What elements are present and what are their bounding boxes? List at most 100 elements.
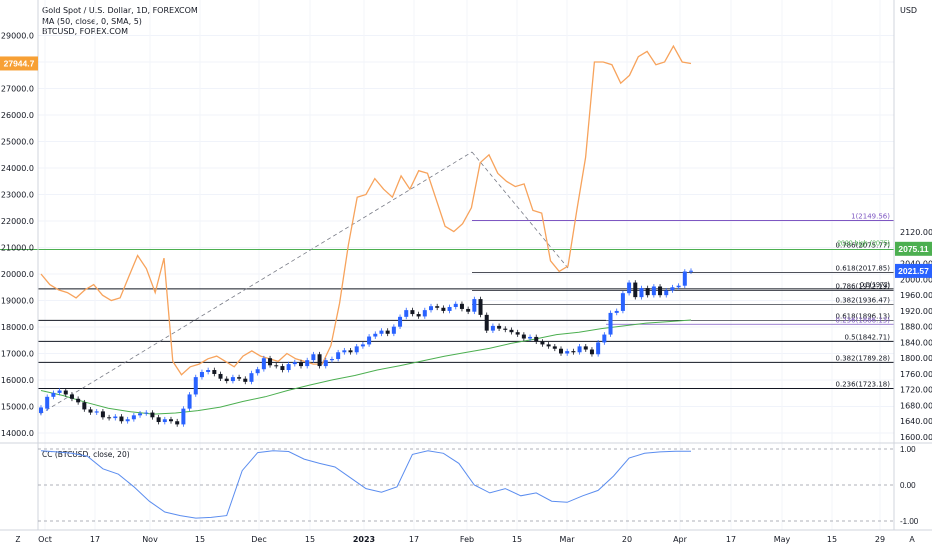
right-tick-label: 1960.00: [900, 291, 932, 300]
candle-body: [404, 310, 409, 317]
candle-body: [51, 392, 56, 397]
candle-body: [472, 299, 477, 312]
candle-body: [82, 402, 87, 410]
candle-body: [466, 308, 471, 312]
osc-label: CC (BTCUSD, close, 20): [42, 450, 130, 459]
right-tick-label: 1600.00: [900, 433, 932, 442]
candle-body: [435, 306, 440, 308]
candle-body: [261, 358, 266, 370]
fib-level-label: 0.236(1886.13): [836, 316, 891, 324]
candle-body: [100, 411, 105, 418]
legend-btc[interactable]: BTCUSD, FOREX.COM: [42, 27, 128, 36]
btc-last-badge: 27944.7: [4, 58, 35, 68]
candle-body: [627, 282, 632, 294]
gold-last-badge-bg: [895, 263, 932, 278]
left-tick-label: 26000.0: [1, 111, 34, 120]
candle-body: [490, 325, 495, 331]
candle-body: [453, 303, 458, 307]
candle-body: [199, 371, 204, 378]
x-tick-label: 29: [875, 535, 885, 544]
chart-legend: Gold Spot / U.S. Dollar, 1D, FOREXCOM MA…: [42, 6, 198, 38]
candle-body: [138, 413, 143, 416]
osc-tick-label: 0.00: [900, 481, 916, 490]
candle-body: [94, 411, 99, 413]
candle-body: [187, 394, 192, 409]
candle-body: [243, 378, 248, 382]
candle-body: [373, 333, 378, 337]
candle-body: [503, 328, 508, 330]
candle-body: [478, 299, 483, 315]
x-tick-label: 20: [622, 535, 632, 544]
fib-level-label: 0.618(2017.85): [836, 264, 891, 272]
candle-body: [280, 366, 285, 371]
candle-body: [398, 316, 403, 327]
legend-symbol[interactable]: Gold Spot / U.S. Dollar, 1D, FOREXCOM: [42, 6, 198, 15]
cc-line: [40, 450, 691, 519]
candle-body: [589, 349, 594, 355]
left-tick-label: 27000.0: [1, 85, 34, 94]
candle-body: [571, 351, 576, 353]
right-tick-label: 1920.00: [900, 307, 932, 316]
left-tick-label: 17000.0: [1, 350, 34, 359]
btc-series: [40, 44, 692, 376]
candle-body: [286, 364, 291, 371]
x-tick-label: 17: [726, 535, 736, 544]
fib-level-label: 0.786(1972.19): [836, 282, 891, 290]
candle-body: [119, 416, 124, 422]
price-badges: 27944.7 2075.11 2021.57: [0, 56, 932, 278]
candle-body: [379, 330, 384, 334]
fib-levels: 1(2149.56) 0.786(2075.77) 0.618(2017.85) 0.…: [0, 212, 894, 389]
x-tick-label: 17: [409, 535, 419, 544]
candle-body: [410, 310, 415, 315]
left-tick-label: 23000.0: [1, 191, 34, 200]
x-tick-label: Mar: [559, 535, 575, 544]
ma-line: [40, 319, 692, 415]
candle-body: [602, 334, 607, 343]
candle-body: [416, 314, 421, 317]
osc-tick-label: 1.00: [900, 445, 916, 454]
candle-body: [311, 354, 316, 361]
left-tick-label: 24000.0: [1, 164, 34, 173]
level-2020-label: 2020 high (2075): [837, 240, 890, 247]
candle-body: [206, 370, 211, 372]
candle-body: [521, 334, 526, 339]
candle-body: [577, 346, 582, 353]
left-tick-label: 15000.0: [1, 403, 34, 412]
candle-body: [391, 326, 396, 334]
fib-level-label: 0.236(1723.18): [836, 380, 891, 388]
candle-body: [317, 354, 322, 367]
candle-body: [447, 306, 452, 311]
candle-body: [565, 351, 570, 354]
candle-body: [156, 417, 161, 423]
legend-ma[interactable]: MA (50, close, 0, SMA, 5): [42, 16, 142, 26]
right-tick-label: 1880.00: [900, 323, 932, 332]
candle-body: [682, 271, 687, 286]
candle-body: [367, 336, 372, 345]
candle-body: [546, 344, 551, 347]
fib-level-label: 0.382(1936.47): [836, 296, 891, 304]
fib-level-label: 0.5(1842.71): [844, 333, 890, 341]
right-tick-label: 1800.00: [900, 354, 932, 363]
candle-body: [651, 286, 656, 296]
x-tick-label: May: [774, 535, 791, 544]
candle-body: [540, 341, 545, 345]
x-tick-label: 2023: [353, 535, 375, 544]
right-tick-label: 1640.00: [900, 417, 932, 426]
fib-level-label: 0.618(1896.13): [836, 312, 891, 320]
candle-body: [268, 358, 273, 366]
candle-body: [360, 344, 365, 347]
candle-body: [299, 362, 303, 367]
x-tick-label: 15: [827, 535, 837, 544]
x-tick-label: 15: [305, 535, 315, 544]
candle-body: [63, 390, 68, 395]
downtrend-line: [471, 151, 569, 269]
x-tick-label: 15: [195, 535, 205, 544]
candle-body: [76, 398, 81, 403]
candle-body: [162, 419, 167, 423]
fib-level-label: 1(2149.56): [851, 212, 890, 220]
btc-line: [40, 44, 692, 376]
x-tick-label: Feb: [460, 535, 474, 544]
correlation-panel: 1.00 0.00 -1.00 CC (BTCUSD, close, 20): [38, 445, 919, 526]
gold-last-badge: 2021.57: [898, 266, 929, 276]
